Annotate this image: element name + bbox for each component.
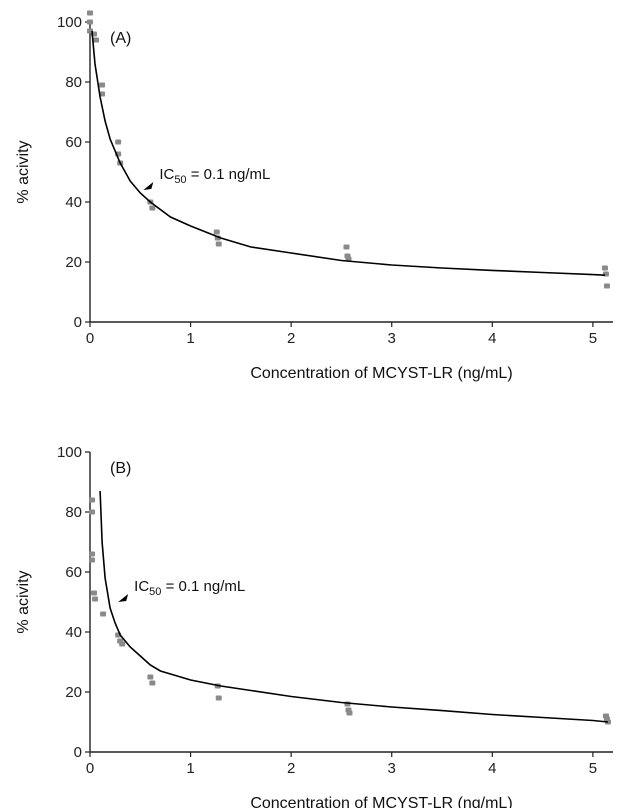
panel-a: 0 20 40 60 80 100 0 1 2 3 4 5 Concentration of MCYST… xyxy=(15,10,613,382)
data-point xyxy=(119,641,126,647)
y-tick-label: 100 xyxy=(57,14,82,31)
y-tick-label: 20 xyxy=(65,684,82,701)
y-tick-label: 60 xyxy=(65,134,82,151)
data-point xyxy=(100,611,107,617)
annotation-arrow xyxy=(118,594,129,602)
y-axis-label: % acivity xyxy=(15,140,32,203)
annotation-arrow xyxy=(143,182,154,190)
y-tick-label: 0 xyxy=(74,314,82,331)
x-tick-label: 5 xyxy=(589,330,597,347)
data-point xyxy=(215,241,222,247)
panel-label: (A) xyxy=(110,30,131,47)
y-tick-label: 60 xyxy=(65,564,82,581)
x-tick-label: 4 xyxy=(488,330,496,347)
data-point xyxy=(147,674,154,680)
x-tick-label: 0 xyxy=(86,330,94,347)
data-point xyxy=(601,265,608,271)
y-tick-label: 80 xyxy=(65,74,82,91)
data-point xyxy=(603,283,610,289)
data-point xyxy=(99,82,106,88)
x-tick-label: 3 xyxy=(388,760,396,777)
data-point xyxy=(149,205,156,211)
panel-b: 0 20 40 60 80 100 0 1 2 3 4 5 Concentration of MCYST… xyxy=(15,444,613,808)
data-point xyxy=(115,139,122,145)
y-tick-label: 100 xyxy=(57,444,82,461)
y-tick-label: 80 xyxy=(65,504,82,521)
data-point xyxy=(213,229,220,235)
x-tick-label: 4 xyxy=(488,760,496,777)
data-point xyxy=(91,590,98,596)
data-point xyxy=(215,695,222,701)
x-tick-label: 5 xyxy=(589,760,597,777)
x-tick-label: 2 xyxy=(287,330,295,347)
x-tick-label: 2 xyxy=(287,760,295,777)
data-point xyxy=(149,680,156,686)
y-axis-label: % acivity xyxy=(15,570,32,633)
fitted-curve xyxy=(99,490,609,723)
data-point xyxy=(343,244,350,250)
data-point xyxy=(87,10,93,16)
x-axis-label: Concentration of MCYST-LR (ng/mL) xyxy=(250,795,512,808)
x-tick-label: 1 xyxy=(186,330,194,347)
data-point xyxy=(89,557,96,563)
x-tick-label: 1 xyxy=(186,760,194,777)
data-point xyxy=(89,497,96,503)
data-point xyxy=(89,551,96,557)
fitted-curve xyxy=(91,30,606,276)
x-tick-label: 0 xyxy=(86,760,94,777)
data-point xyxy=(87,19,93,25)
data-point xyxy=(92,596,99,602)
data-point xyxy=(89,509,96,515)
y-tick-label: 40 xyxy=(65,624,82,641)
x-axis-label: Concentration of MCYST-LR (ng/mL) xyxy=(250,365,512,382)
y-tick-label: 40 xyxy=(65,194,82,211)
ic50-annotation: IC50 = 0.1 ng/mL xyxy=(159,166,270,186)
x-tick-label: 3 xyxy=(388,330,396,347)
panel-label: (B) xyxy=(110,460,131,477)
y-tick-label: 0 xyxy=(74,744,82,761)
y-tick-label: 20 xyxy=(65,254,82,271)
data-point xyxy=(93,37,100,43)
ic50-annotation: IC50 = 0.1 ng/mL xyxy=(134,578,245,598)
data-point xyxy=(346,710,353,716)
